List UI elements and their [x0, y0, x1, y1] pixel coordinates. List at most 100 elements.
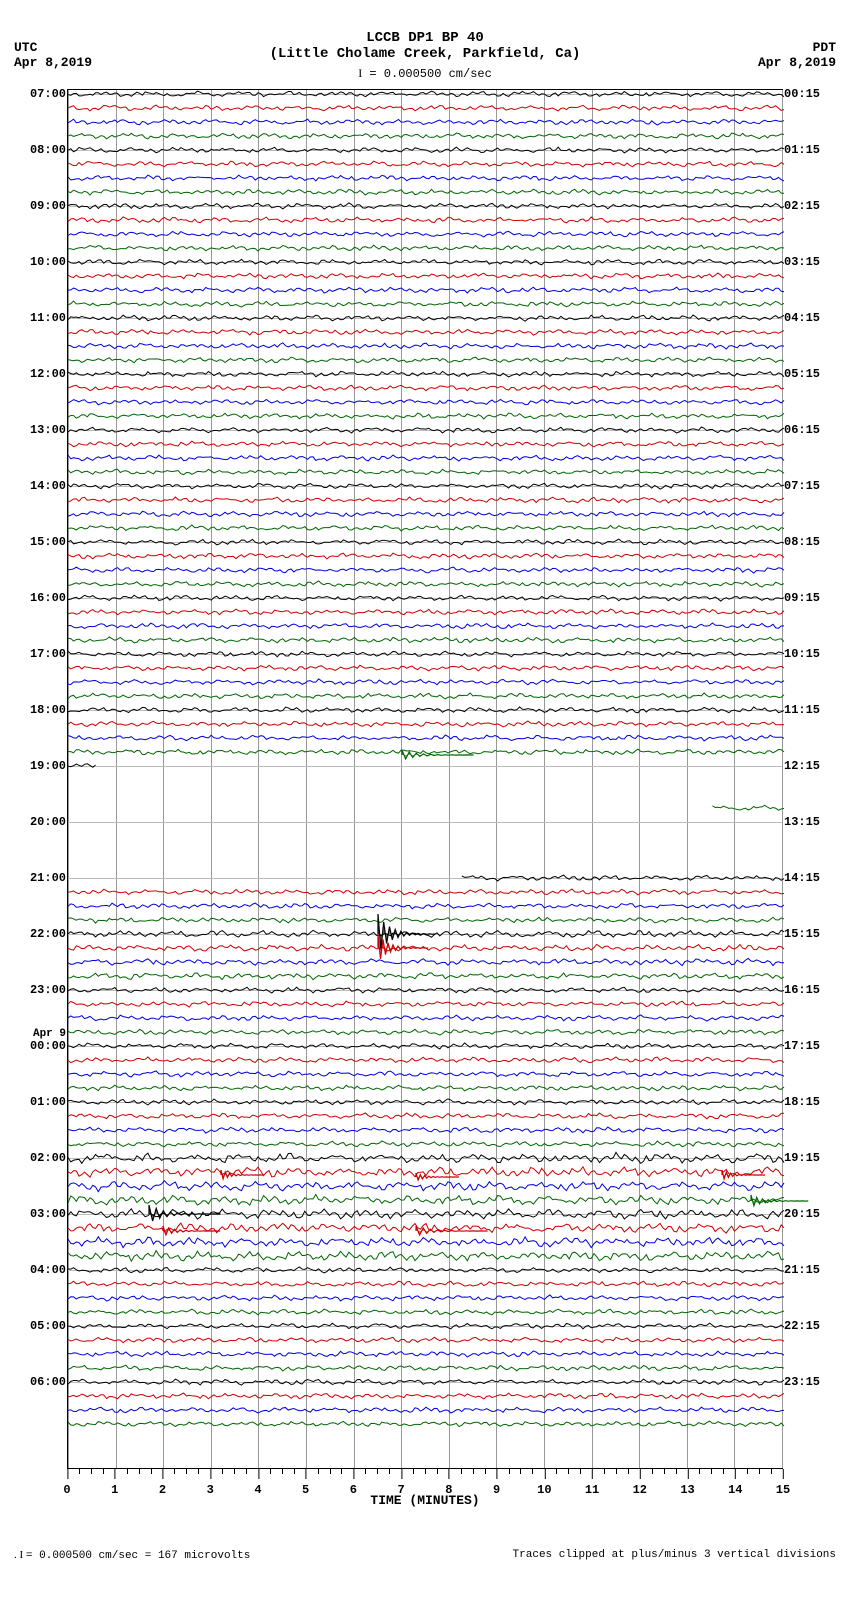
utc-hour-label: 02:00 [30, 1151, 68, 1165]
trace-row [68, 1130, 782, 1131]
trace-row [68, 360, 782, 361]
utc-hour-label: 22:00 [30, 927, 68, 941]
trace-row [68, 444, 782, 445]
trace-row [68, 906, 782, 907]
utc-hour-label: 15:00 [30, 535, 68, 549]
utc-hour-label: 08:00 [30, 143, 68, 157]
trace-row [68, 332, 782, 333]
seismogram-plot: 07:0000:1508:0001:1509:0002:1510:0003:15… [67, 89, 783, 1469]
trace-row [68, 612, 782, 613]
utc-date-label: Apr 9 [33, 1028, 68, 1040]
utc-hour-label: 12:00 [30, 367, 68, 381]
trace-row [68, 1074, 782, 1075]
utc-hour-label: 17:00 [30, 647, 68, 661]
seismic-event [402, 747, 474, 765]
pdt-hour-label: 21:15 [782, 1263, 820, 1277]
trace-row [68, 1004, 782, 1005]
pdt-hour-label: 09:15 [782, 591, 820, 605]
utc-hour-label: 14:00 [30, 479, 68, 493]
tz-right-label: PDT Apr 8,2019 [758, 40, 836, 70]
trace-row [68, 136, 782, 137]
x-tick: 6 [350, 1469, 357, 1497]
footer-clip-note: Traces clipped at plus/minus 3 vertical … [513, 1549, 836, 1562]
trace-row [68, 514, 782, 515]
pdt-hour-label: 01:15 [782, 143, 820, 157]
pdt-hour-label: 19:15 [782, 1151, 820, 1165]
utc-hour-label: 04:00 [30, 1263, 68, 1277]
utc-hour-label: 09:00 [30, 199, 68, 213]
utc-hour-label: 07:00 [30, 87, 68, 101]
trace-row [68, 1060, 782, 1061]
trace-row [68, 640, 782, 641]
trace-row [68, 388, 782, 389]
seismic-event [416, 1168, 459, 1186]
x-tick: 13 [680, 1469, 694, 1497]
utc-hour-label: 00:00 [30, 1039, 68, 1053]
trace-row [68, 122, 782, 123]
utc-hour-label: 18:00 [30, 703, 68, 717]
utc-hour-label: 23:00 [30, 983, 68, 997]
pdt-hour-label: 22:15 [782, 1319, 820, 1333]
pdt-hour-label: 14:15 [782, 871, 820, 885]
utc-hour-label: 05:00 [30, 1319, 68, 1333]
x-tick: 3 [207, 1469, 214, 1497]
x-tick: 4 [254, 1469, 261, 1497]
trace-row [68, 1284, 782, 1285]
trace-row [68, 1340, 782, 1341]
pdt-hour-label: 17:15 [782, 1039, 820, 1053]
pdt-hour-label: 04:15 [782, 311, 820, 325]
trace-row [68, 682, 782, 683]
pdt-hour-label: 18:15 [782, 1095, 820, 1109]
trace-row [68, 724, 782, 725]
utc-hour-label: 16:00 [30, 591, 68, 605]
trace-row [68, 1186, 782, 1187]
trace-row [68, 1144, 782, 1145]
trace-row [68, 1018, 782, 1019]
pdt-hour-label: 12:15 [782, 759, 820, 773]
trace-row [68, 696, 782, 697]
x-tick: 1 [111, 1469, 118, 1497]
trace-row [68, 1424, 782, 1425]
trace-row [68, 1312, 782, 1313]
utc-hour-label: 03:00 [30, 1207, 68, 1221]
trace-row [68, 1088, 782, 1089]
trace-row [68, 1368, 782, 1369]
x-tick: 0 [63, 1469, 70, 1497]
x-tick: 15 [776, 1469, 790, 1497]
trace-row [68, 1354, 782, 1355]
pdt-hour-label: 08:15 [782, 535, 820, 549]
trace-row [68, 108, 782, 109]
pdt-hour-label: 07:15 [782, 479, 820, 493]
x-tick: 5 [302, 1469, 309, 1497]
pdt-hour-label: 02:15 [782, 199, 820, 213]
utc-hour-label: 13:00 [30, 423, 68, 437]
footer-scale: . I = 0.000500 cm/sec = 167 microvolts [14, 1549, 250, 1562]
scale-indicator: I = 0.000500 cm/sec [0, 62, 850, 89]
trace-row [68, 1298, 782, 1299]
seismic-event [221, 1167, 264, 1185]
pdt-hour-label: 05:15 [782, 367, 820, 381]
trace-row [68, 192, 782, 193]
pdt-hour-label: 06:15 [782, 423, 820, 437]
trace-row [68, 1256, 782, 1257]
trace-row [68, 290, 782, 291]
trace-row [68, 276, 782, 277]
title-line-2: (Little Cholame Creek, Parkfield, Ca) [0, 46, 850, 62]
trace-row [68, 976, 782, 977]
pdt-hour-label: 15:15 [782, 927, 820, 941]
trace-row [68, 220, 782, 221]
seismic-event [416, 1223, 488, 1241]
trace-row [68, 458, 782, 459]
trace-row [68, 570, 782, 571]
utc-hour-label: 06:00 [30, 1375, 68, 1389]
pdt-hour-label: 10:15 [782, 647, 820, 661]
trace-row [68, 892, 782, 893]
x-tick: 14 [728, 1469, 742, 1497]
trace-row [68, 304, 782, 305]
trace-row [68, 164, 782, 165]
x-tick: 2 [159, 1469, 166, 1497]
trace-row [68, 1396, 782, 1397]
trace-row [68, 1200, 782, 1201]
trace-row [68, 556, 782, 557]
seismic-event [378, 934, 428, 967]
